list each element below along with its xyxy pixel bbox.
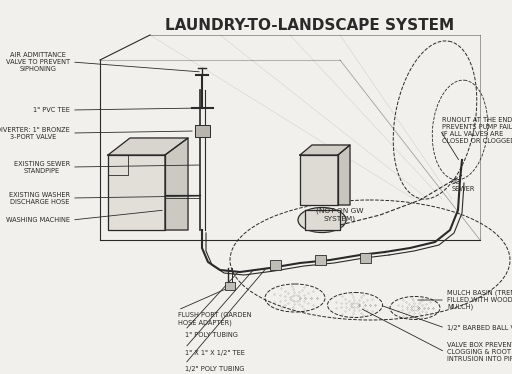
Bar — [270, 260, 281, 270]
Text: WASHING MACHINE: WASHING MACHINE — [6, 217, 70, 223]
Bar — [360, 253, 371, 263]
Ellipse shape — [298, 208, 346, 233]
Polygon shape — [305, 210, 340, 230]
Text: EXISTING WASHER
DISCHARGE HOSE: EXISTING WASHER DISCHARGE HOSE — [9, 191, 70, 205]
Text: LAUNDRY-TO-LANDSCAPE SYSTEM: LAUNDRY-TO-LANDSCAPE SYSTEM — [165, 18, 455, 33]
Text: RUNOUT AT THE END
PREVENTS PUMP FAILURE
IF ALL VALVES ARE
CLOSED OR CLOGGED: RUNOUT AT THE END PREVENTS PUMP FAILURE … — [442, 116, 512, 144]
Text: 1" X 1" X 1/2" TEE: 1" X 1" X 1/2" TEE — [185, 350, 245, 356]
Bar — [315, 255, 326, 265]
Text: 1" POLY TUBING: 1" POLY TUBING — [185, 332, 238, 338]
Bar — [195, 125, 210, 137]
Text: MULCH BASIN (TRENCH
FILLED WITH WOOD-CHIP
MULCH): MULCH BASIN (TRENCH FILLED WITH WOOD-CHI… — [447, 289, 512, 310]
Text: (NOT ON GW
SYSTEM): (NOT ON GW SYSTEM) — [316, 208, 364, 222]
Polygon shape — [338, 145, 350, 205]
Text: VALVE BOX PREVENTS
CLOGGING & ROOT
INTRUSION INTO PIPE: VALVE BOX PREVENTS CLOGGING & ROOT INTRU… — [447, 342, 512, 362]
Text: EXISTING SEWER
STANDPIPE: EXISTING SEWER STANDPIPE — [14, 160, 70, 174]
Bar — [225, 282, 235, 290]
Polygon shape — [300, 155, 338, 205]
Polygon shape — [165, 138, 188, 230]
Polygon shape — [108, 155, 165, 230]
Text: 1/2" BARBED BALL VALVE: 1/2" BARBED BALL VALVE — [447, 325, 512, 331]
Text: DIVERTER: 1" BRONZE
3-PORT VALVE: DIVERTER: 1" BRONZE 3-PORT VALVE — [0, 126, 70, 140]
Text: 1" PVC TEE: 1" PVC TEE — [33, 107, 70, 113]
Polygon shape — [300, 145, 350, 155]
Text: 1/2" POLY TUBING: 1/2" POLY TUBING — [185, 366, 244, 372]
Text: FLUSH PORT (GARDEN
HOSE ADAPTER): FLUSH PORT (GARDEN HOSE ADAPTER) — [178, 312, 251, 326]
Polygon shape — [108, 138, 188, 155]
Text: TO
SEWER: TO SEWER — [452, 178, 476, 191]
Text: AIR ADMITTANCE
VALVE TO PREVENT
SIPHONING: AIR ADMITTANCE VALVE TO PREVENT SIPHONIN… — [6, 52, 70, 72]
